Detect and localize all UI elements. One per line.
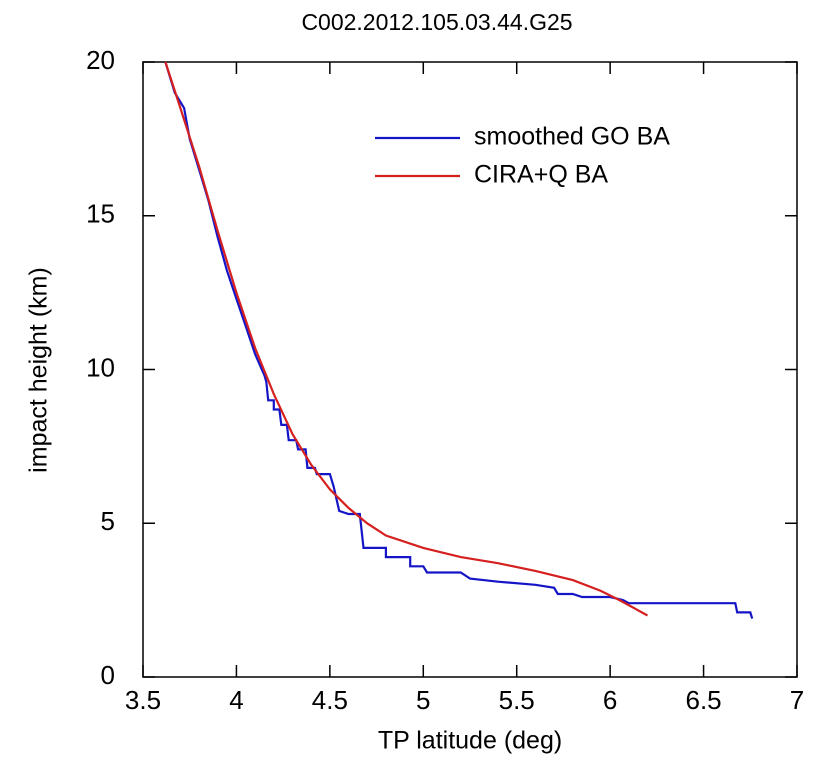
legend-label: CIRA+Q BA	[474, 161, 608, 189]
x-axis-label: TP latitude (deg)	[378, 727, 562, 755]
x-tick-label: 4.5	[312, 685, 348, 715]
y-tick-label: 10	[86, 352, 115, 382]
x-tick-label: 5	[416, 685, 430, 715]
data-line	[164, 61, 649, 617]
x-tick-label: 6.5	[685, 685, 721, 715]
chart-title: C002.2012.105.03.44.G25	[301, 9, 572, 35]
y-tick-label: 5	[101, 506, 115, 536]
x-tick-label: 3.5	[125, 685, 161, 715]
legend-label: smoothed GO BA	[474, 123, 670, 151]
x-tick-label: 7	[790, 685, 804, 715]
y-axis-label: impact height (km)	[25, 267, 53, 473]
data-line	[164, 61, 754, 619]
plot-frame	[142, 61, 798, 678]
x-tick-label: 5.5	[499, 685, 535, 715]
y-tick-label: 0	[101, 660, 115, 690]
y-tick-label: 15	[86, 199, 115, 229]
x-tick-label: 4	[229, 685, 243, 715]
x-tick-label: 6	[603, 685, 617, 715]
y-tick-label: 20	[86, 45, 115, 75]
